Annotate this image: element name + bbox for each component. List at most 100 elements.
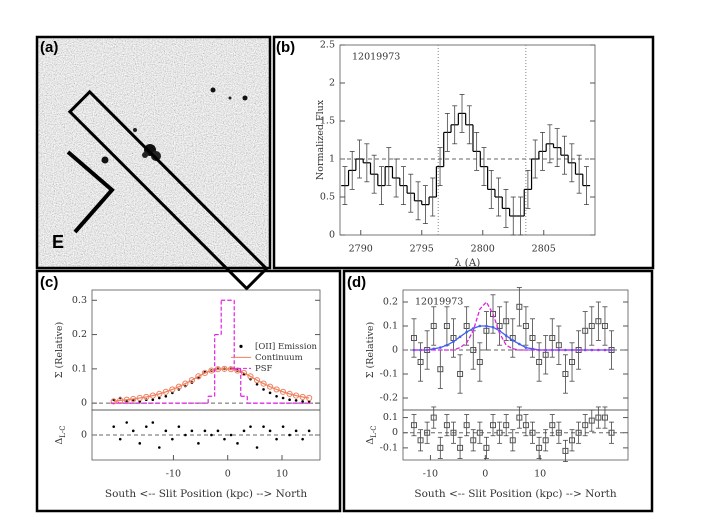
- legend-marker: [239, 344, 243, 348]
- point: [136, 394, 143, 402]
- point: [262, 425, 265, 428]
- point: [144, 425, 148, 428]
- point: [123, 396, 130, 403]
- point: [125, 421, 129, 424]
- point: [582, 327, 589, 334]
- point: [504, 334, 508, 337]
- point: [457, 444, 464, 451]
- point: [253, 377, 261, 384]
- y-axis-label-main: Σ (Relative): [54, 322, 65, 378]
- point: [555, 429, 562, 436]
- point: [281, 425, 285, 428]
- point: [210, 433, 213, 437]
- point: [255, 382, 259, 386]
- y-axis-label-sub: L-C: [370, 425, 378, 437]
- point: [188, 377, 195, 384]
- y-axis-label-main: Σ (Relative): [365, 322, 376, 378]
- point: [162, 388, 169, 395]
- point: [195, 373, 202, 380]
- point: [564, 348, 567, 352]
- point: [542, 351, 549, 358]
- point: [214, 366, 222, 373]
- point: [511, 339, 515, 342]
- y-tick-label: 2.5: [320, 40, 335, 51]
- point: [158, 396, 161, 400]
- point: [430, 323, 437, 329]
- point: [240, 369, 248, 377]
- point: [197, 442, 200, 445]
- y-tick-label: 1.5: [320, 116, 335, 127]
- point: [156, 390, 163, 397]
- point: [496, 429, 503, 436]
- point: [575, 429, 582, 436]
- y-tick-label: -0.1: [380, 369, 398, 380]
- point: [138, 442, 142, 445]
- point: [110, 398, 117, 405]
- y-axis-label: Σ (Relative): [365, 322, 376, 378]
- point: [229, 433, 233, 437]
- point: [476, 359, 483, 365]
- point: [227, 366, 235, 373]
- point: [208, 367, 215, 374]
- point: [410, 422, 417, 429]
- y-tick-label: 0.5: [320, 192, 335, 203]
- point: [439, 346, 442, 349]
- x-tick-label: -10: [166, 469, 181, 480]
- point: [542, 437, 549, 444]
- y-tick-label: 1: [329, 154, 335, 165]
- point: [529, 429, 536, 436]
- panel-label: (d): [347, 274, 366, 291]
- series-line: [113, 368, 310, 403]
- point: [131, 429, 135, 433]
- y-tick-label: 2: [329, 78, 335, 89]
- y-axis-label: Normalized Flux: [315, 99, 326, 180]
- point: [268, 391, 272, 395]
- y-tick-label: 0: [81, 430, 87, 441]
- point: [491, 325, 495, 329]
- x-tick-label: 2805: [532, 244, 556, 255]
- point: [275, 394, 278, 398]
- y-tick-label: -0.2: [380, 393, 398, 404]
- point: [430, 414, 437, 421]
- x-tick-label: 0: [225, 469, 231, 480]
- y-axis-label: Σ (Relative): [54, 322, 65, 378]
- point: [524, 346, 528, 349]
- point: [164, 429, 168, 433]
- point: [601, 323, 608, 329]
- point: [463, 323, 470, 329]
- legend-label: Continuum: [255, 353, 303, 363]
- point: [536, 359, 543, 365]
- x-tick-label: 10: [276, 469, 288, 480]
- point: [158, 446, 161, 449]
- x-tick-label: 2795: [410, 244, 434, 255]
- point: [306, 394, 313, 402]
- point: [255, 446, 259, 449]
- point: [588, 323, 595, 329]
- point: [549, 422, 556, 429]
- point: [595, 318, 602, 325]
- point: [562, 371, 569, 377]
- point: [518, 342, 521, 346]
- point: [301, 437, 304, 441]
- point: [288, 433, 291, 437]
- point: [266, 383, 274, 390]
- point: [130, 395, 137, 403]
- point: [522, 422, 529, 429]
- point: [555, 342, 562, 349]
- point: [483, 444, 490, 451]
- point: [483, 327, 490, 334]
- x-tick-label: 2790: [349, 244, 373, 255]
- point: [450, 429, 457, 436]
- y-tick-label: 0: [329, 230, 335, 241]
- point: [465, 330, 468, 334]
- point: [549, 335, 556, 341]
- point: [286, 390, 293, 397]
- point: [470, 437, 477, 444]
- point: [118, 437, 122, 441]
- point: [299, 393, 306, 401]
- point: [190, 429, 194, 433]
- point: [445, 343, 449, 347]
- x-tick-label: 10: [534, 469, 546, 480]
- point: [151, 398, 155, 402]
- annotation: 12019973: [415, 297, 463, 308]
